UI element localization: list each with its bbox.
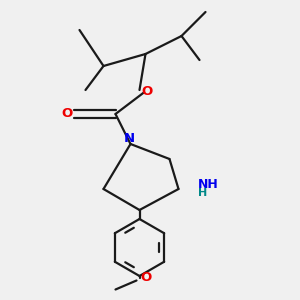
Text: O: O: [140, 271, 152, 284]
Text: O: O: [141, 85, 153, 98]
Text: H: H: [198, 188, 207, 199]
Text: NH: NH: [198, 178, 219, 191]
Text: N: N: [123, 132, 135, 145]
Text: O: O: [61, 107, 73, 120]
